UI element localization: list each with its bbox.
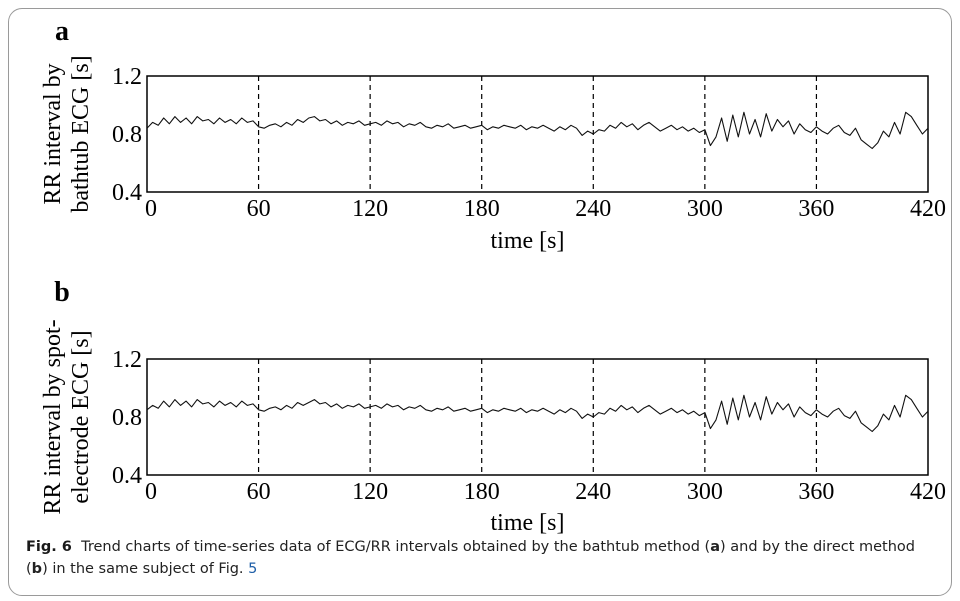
panel-b: b 0.4 0.8 1.2 0 60 120 180 240 300 360 420 time [s] R… [40, 277, 946, 536]
caption-text-3: ) in the same subject of Fig. [42, 561, 244, 577]
x-tick-label: 420 [910, 479, 946, 505]
y-tick-label: 1.2 [112, 347, 142, 373]
figure-frame [8, 8, 952, 596]
y-tick-label: 0.4 [112, 180, 142, 206]
y-axis-label-line-1: RR interval by [40, 63, 66, 204]
x-tick-label: 0 [145, 479, 157, 505]
panel-a: a 0.4 0.8 1.2 0 60 120 180 240 300 360 420 time [s] R… [40, 16, 946, 254]
x-tick-label: 60 [247, 196, 271, 222]
figure-caption: Fig. 6 Trend charts of time-series data … [26, 536, 936, 580]
y-axis-label-line-2: bathtub ECG [s] [68, 55, 94, 212]
caption-fig-label: Fig. 6 [26, 539, 72, 555]
x-axis-label: time [s] [491, 228, 565, 254]
rr-interval-series-line [146, 394, 929, 433]
caption-text-2: ) and by the direct method ( [26, 539, 915, 577]
x-tick-label: 240 [575, 479, 611, 505]
x-tick-label: 180 [464, 479, 500, 505]
x-tick-label: 0 [145, 196, 157, 222]
y-tick-label: 0.4 [112, 463, 142, 489]
y-tick-label: 0.8 [112, 122, 142, 148]
caption-bold-b: b [31, 561, 43, 577]
panel-label: b [54, 277, 70, 308]
x-tick-label: 120 [352, 196, 388, 222]
x-tick-label: 120 [352, 479, 388, 505]
x-tick-label: 300 [687, 196, 723, 222]
plot-frame [146, 75, 929, 193]
y-axis-label-line-2: electrode ECG [s] [68, 330, 94, 503]
x-tick-label: 360 [798, 196, 834, 222]
panel-label: a [55, 16, 69, 47]
x-axis-label: time [s] [491, 510, 565, 536]
x-tick-label: 360 [798, 479, 834, 505]
x-tick-label: 180 [464, 196, 500, 222]
plot-frame [146, 358, 929, 476]
caption-bold-a: a [710, 539, 720, 555]
caption-fig-ref-link[interactable]: 5 [248, 561, 258, 577]
x-tick-label: 240 [575, 196, 611, 222]
x-tick-label: 300 [687, 479, 723, 505]
y-tick-label: 0.8 [112, 405, 142, 431]
rr-interval-series-line [146, 111, 929, 150]
y-tick-label: 1.2 [112, 64, 142, 90]
caption-text-1: Trend charts of time-series data of ECG/… [81, 539, 711, 555]
x-tick-label: 420 [910, 196, 946, 222]
x-tick-label: 60 [247, 479, 271, 505]
y-axis-label-line-1: RR interval by spot- [40, 319, 66, 514]
